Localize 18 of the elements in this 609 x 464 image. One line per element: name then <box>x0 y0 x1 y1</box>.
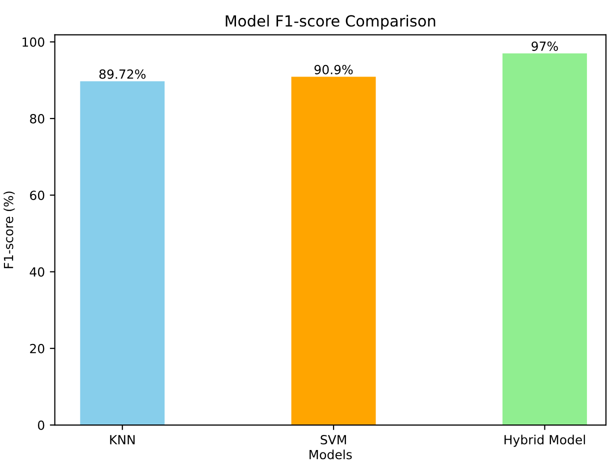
y-tick-label: 100 <box>22 37 44 47</box>
y-tick-label: 60 <box>30 190 44 200</box>
x-tick-label: SVM <box>320 434 346 444</box>
bar <box>502 53 587 426</box>
bar <box>80 81 165 426</box>
y-tick-label: 0 <box>38 420 44 430</box>
y-axis-title: F1-score (%) <box>4 192 15 268</box>
y-tick-label: 40 <box>30 267 44 277</box>
x-tick-label: KNN <box>110 435 135 444</box>
data-label: 97% <box>532 42 558 51</box>
x-axis-title: Models <box>310 450 352 460</box>
bar <box>291 76 376 426</box>
data-label: 89.72% <box>99 69 146 79</box>
x-tick-label: Hybrid Model <box>504 434 585 447</box>
y-tick-label: 80 <box>30 114 44 124</box>
data-label: 90.9% <box>314 64 353 74</box>
chart-title: Model F1-score Comparison <box>226 14 436 30</box>
y-tick-label: 20 <box>30 344 44 354</box>
